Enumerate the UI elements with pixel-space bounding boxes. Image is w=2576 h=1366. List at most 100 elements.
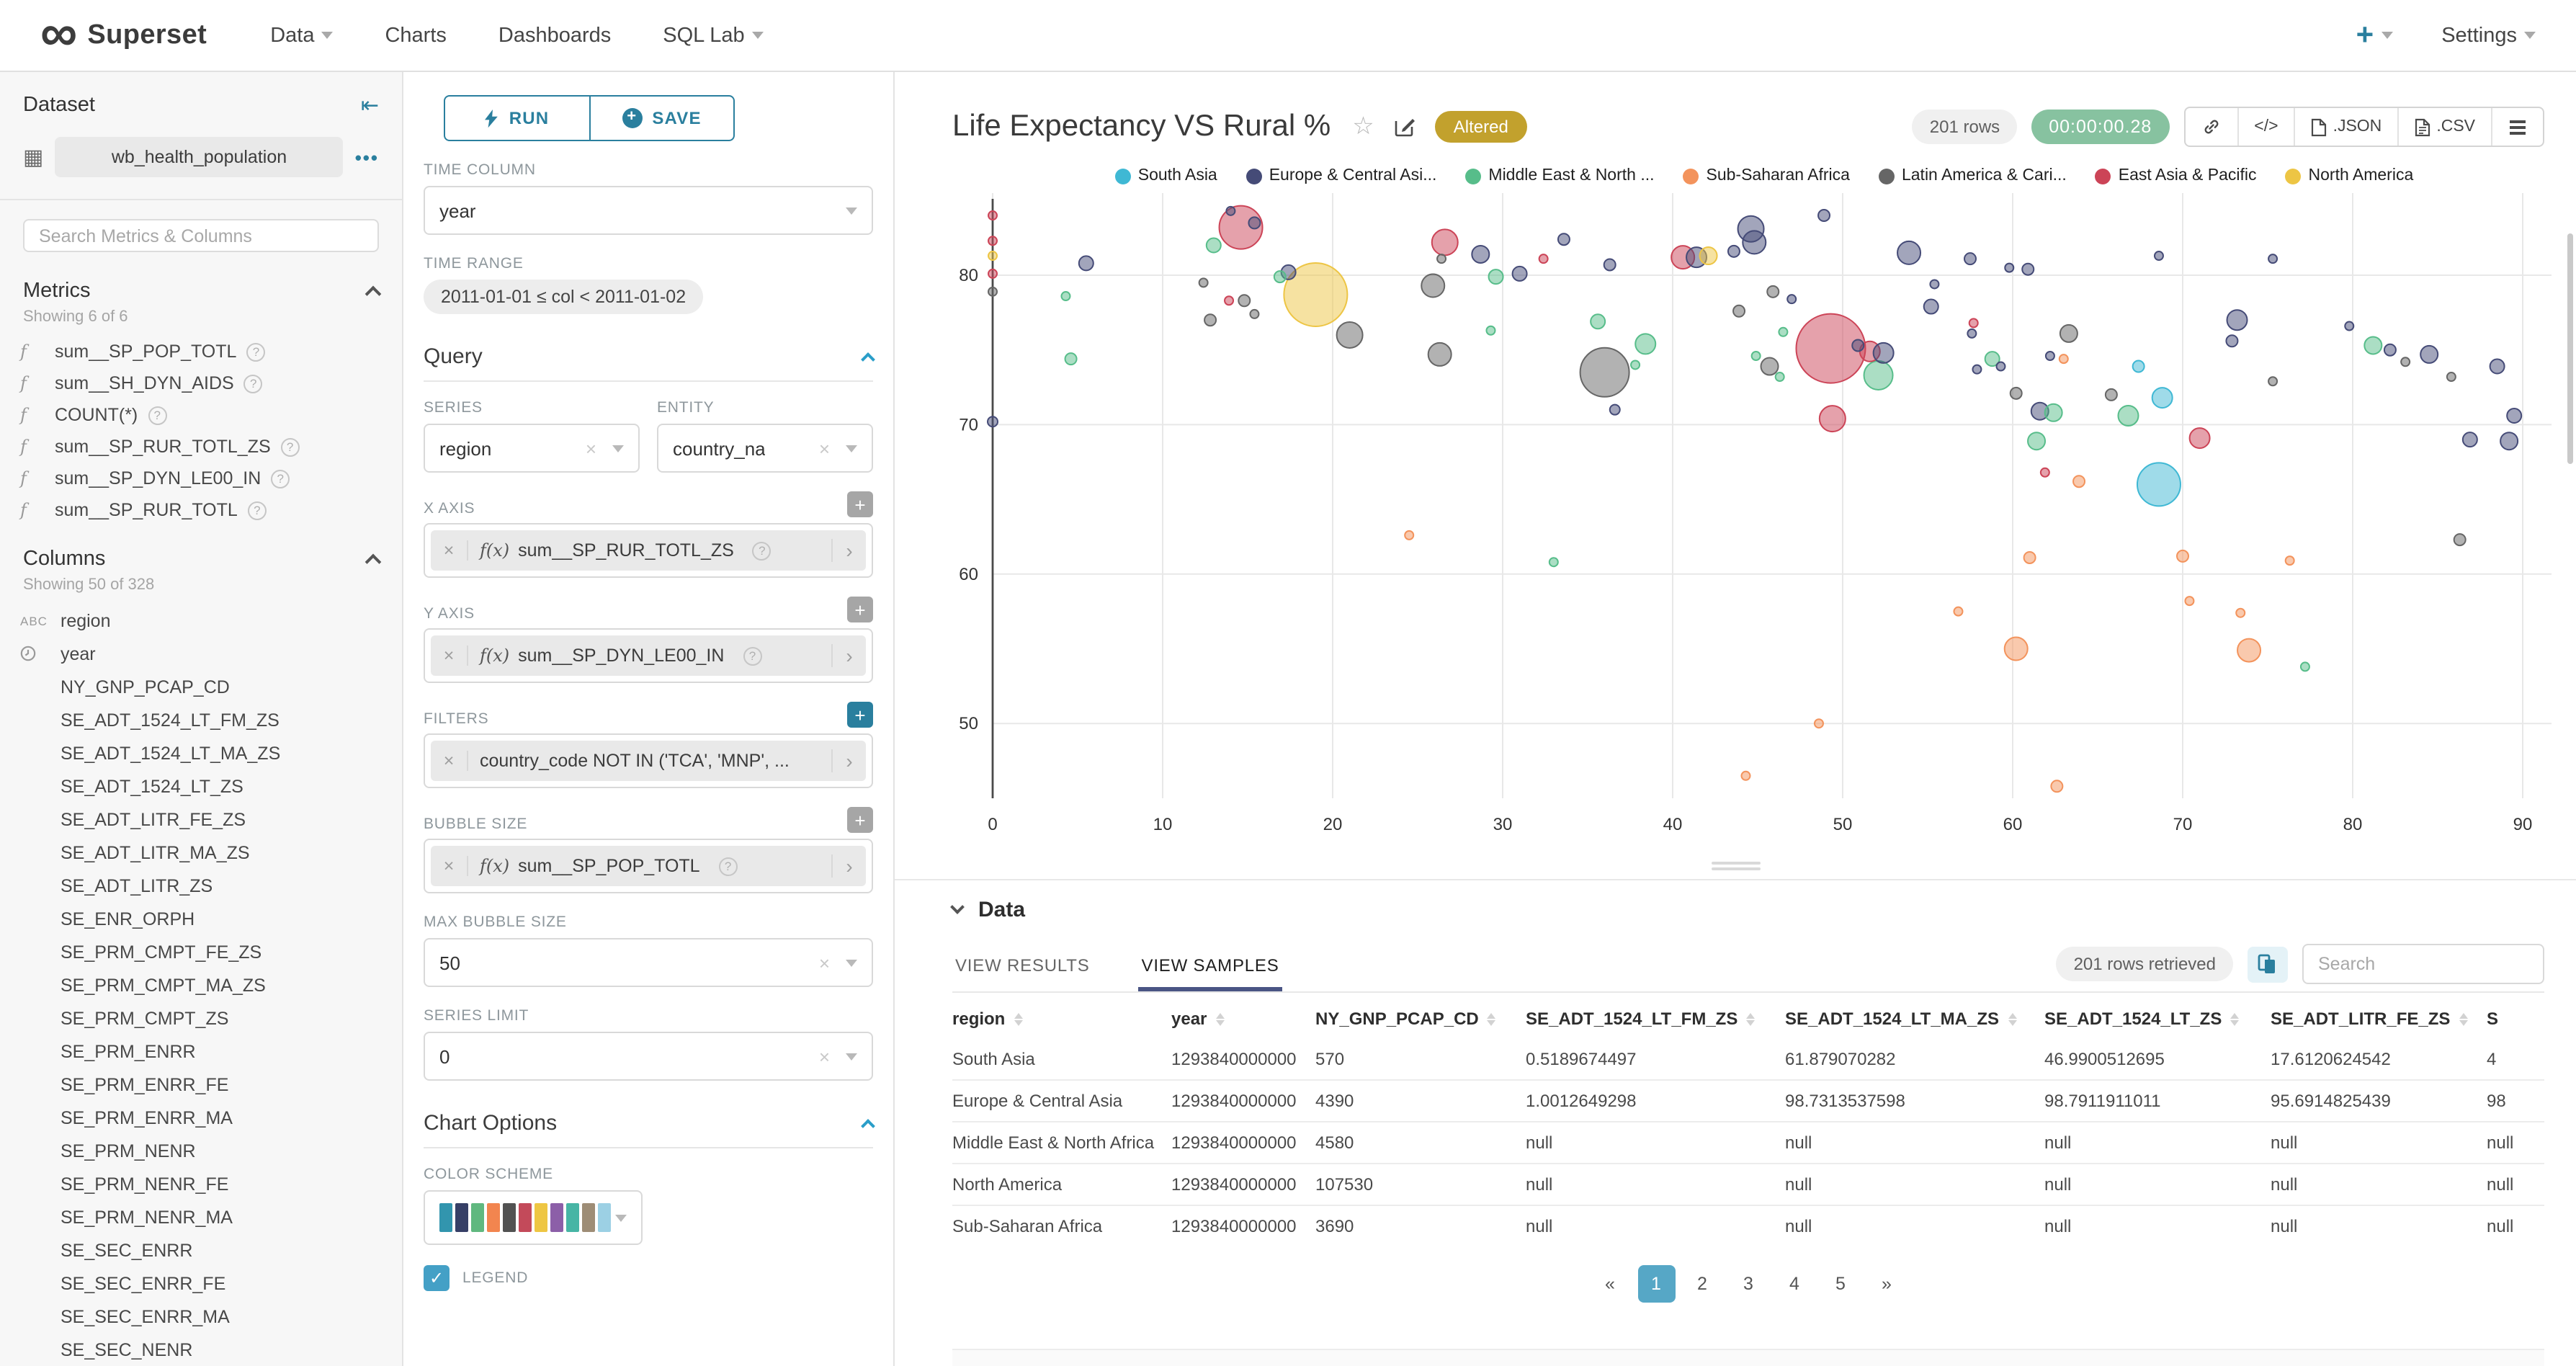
bubble[interactable] (2132, 360, 2145, 373)
bubble[interactable] (988, 286, 998, 297)
column-item[interactable]: SE_ADT_LITR_MA_ZS (0, 836, 402, 869)
remove-icon[interactable]: × (431, 540, 468, 561)
bubble[interactable] (2021, 262, 2035, 276)
bubble[interactable] (1863, 360, 1894, 390)
page-button-3[interactable]: 3 (1743, 1274, 1753, 1294)
bubble[interactable] (1249, 308, 1260, 319)
bubble[interactable] (2400, 357, 2411, 367)
bubble[interactable] (1984, 351, 2000, 367)
bubble[interactable] (1766, 285, 1780, 298)
bubble[interactable] (1953, 606, 1964, 617)
chevron-right-icon[interactable]: › (831, 854, 866, 878)
add-y-axis-icon[interactable]: + (847, 597, 873, 622)
bubble[interactable] (1485, 325, 1496, 336)
bubble[interactable] (2383, 343, 2397, 357)
embed-code-button[interactable]: </> (2237, 108, 2294, 146)
metric-item[interactable]: f sum__SH_DYN_AIDS? (0, 367, 402, 399)
chart-menu-button[interactable] (2491, 108, 2543, 146)
table-row[interactable]: Europe & Central Asia 1293840000000 4390 1.… (952, 1079, 2544, 1121)
column-item[interactable]: SE_SEC_ENRR (0, 1233, 402, 1267)
bubble[interactable] (2153, 251, 2164, 262)
chevron-right-icon[interactable]: › (831, 644, 866, 667)
column-item[interactable]: SE_PRM_CMPT_FE_ZS (0, 935, 402, 968)
max-bubble-size-select[interactable]: 50 × (424, 938, 873, 987)
bubble[interactable] (2237, 638, 2262, 663)
favorite-star-icon[interactable]: ☆ (1352, 112, 1374, 140)
superset-logo[interactable]: ∞ Superset (40, 6, 207, 58)
remove-icon[interactable]: × (431, 856, 468, 876)
time-column-select[interactable]: year (424, 186, 873, 235)
bubble[interactable] (1218, 205, 1264, 250)
column-item[interactable]: SE_PRM_NENR_MA (0, 1200, 402, 1233)
collapse-chart-options-icon[interactable] (861, 1119, 875, 1133)
bubble[interactable] (1817, 209, 1831, 223)
legend-item[interactable]: East Asia & Pacific (2095, 167, 2257, 184)
bubble[interactable] (2104, 388, 2118, 401)
bubble[interactable] (2117, 404, 2139, 427)
copy-data-button[interactable] (2248, 946, 2288, 982)
bubble[interactable] (2044, 403, 2063, 422)
bubble[interactable] (2500, 432, 2519, 451)
metric-item[interactable]: f COUNT(*)? (0, 399, 402, 431)
remove-icon[interactable]: × (431, 646, 468, 666)
page-button-«[interactable]: « (1605, 1274, 1615, 1294)
nav-item-dashboards[interactable]: Dashboards (498, 24, 611, 47)
column-item[interactable]: SE_ENR_ORPH (0, 902, 402, 935)
edit-chart-properties-icon[interactable] (1393, 115, 1416, 138)
bubble[interactable] (1778, 326, 1789, 337)
column-item[interactable]: SE_PRM_CMPT_MA_ZS (0, 968, 402, 1001)
bubble[interactable] (1248, 216, 1261, 230)
bubble[interactable] (987, 416, 998, 428)
bubble[interactable] (1336, 321, 1364, 349)
clear-icon[interactable]: × (818, 437, 830, 459)
series-limit-select[interactable]: 0 × (424, 1032, 873, 1081)
bubble[interactable] (1742, 230, 1767, 255)
bubble[interactable] (1064, 352, 1078, 366)
column-item[interactable]: SE_PRM_NENR (0, 1134, 402, 1167)
bubble[interactable] (2003, 636, 2029, 661)
bubble[interactable] (2009, 386, 2023, 400)
column-item[interactable]: ABC region (0, 604, 402, 637)
bubble[interactable] (2420, 344, 2439, 364)
column-item[interactable]: SE_PRM_ENRR_FE (0, 1068, 402, 1101)
bubble[interactable] (988, 236, 998, 246)
column-item[interactable]: SE_ADT_1524_LT_ZS (0, 769, 402, 803)
legend-item[interactable]: North America (2285, 167, 2413, 184)
column-item[interactable]: NY_GNP_PCAP_CD (0, 670, 402, 703)
bubble[interactable] (1609, 403, 1621, 416)
bubble[interactable] (2058, 354, 2069, 365)
bubble[interactable] (1427, 342, 1452, 367)
bubble[interactable] (1238, 294, 1251, 308)
tab-view-results[interactable]: VIEW RESULTS (955, 955, 1090, 976)
bubble[interactable] (1579, 347, 1630, 398)
scrollbar-thumb[interactable] (2567, 233, 2573, 464)
column-item[interactable]: SE_PRM_CMPT_ZS (0, 1001, 402, 1035)
data-search-input[interactable] (2302, 944, 2544, 984)
page-button-1[interactable]: 1 (1637, 1265, 1675, 1303)
bubble[interactable] (2151, 387, 2173, 409)
bubble[interactable] (2059, 323, 2078, 343)
bubble[interactable] (1964, 252, 1977, 266)
dataset-select[interactable]: wb_health_population (55, 137, 344, 177)
metric-item[interactable]: f sum__SP_RUR_TOTL? (0, 494, 402, 526)
collapse-data-icon[interactable] (950, 900, 965, 914)
bubble[interactable] (1774, 372, 1785, 383)
column-item[interactable]: SE_ADT_LITR_FE_ZS (0, 803, 402, 836)
bubble[interactable] (2268, 254, 2278, 264)
bubble[interactable] (2225, 334, 2239, 348)
bubble[interactable] (1727, 244, 1740, 258)
settings-menu[interactable]: Settings (2441, 24, 2536, 47)
legend-item[interactable]: Europe & Central Asi... (1245, 167, 1436, 184)
bubble[interactable] (1060, 291, 1071, 302)
bubble[interactable] (2268, 376, 2278, 387)
bubble[interactable] (1488, 269, 1504, 285)
bubble[interactable] (1538, 254, 1549, 264)
column-item[interactable]: SE_ADT_LITR_ZS (0, 869, 402, 902)
chevron-right-icon[interactable]: › (831, 539, 866, 562)
collapse-metrics-icon[interactable] (365, 285, 382, 303)
nav-item-sql-lab[interactable]: SQL Lab (663, 24, 764, 47)
add-filter-icon[interactable]: + (847, 702, 873, 728)
bubble[interactable] (1557, 233, 1570, 246)
bubble[interactable] (1204, 313, 1217, 327)
bubble[interactable] (2023, 550, 2036, 564)
